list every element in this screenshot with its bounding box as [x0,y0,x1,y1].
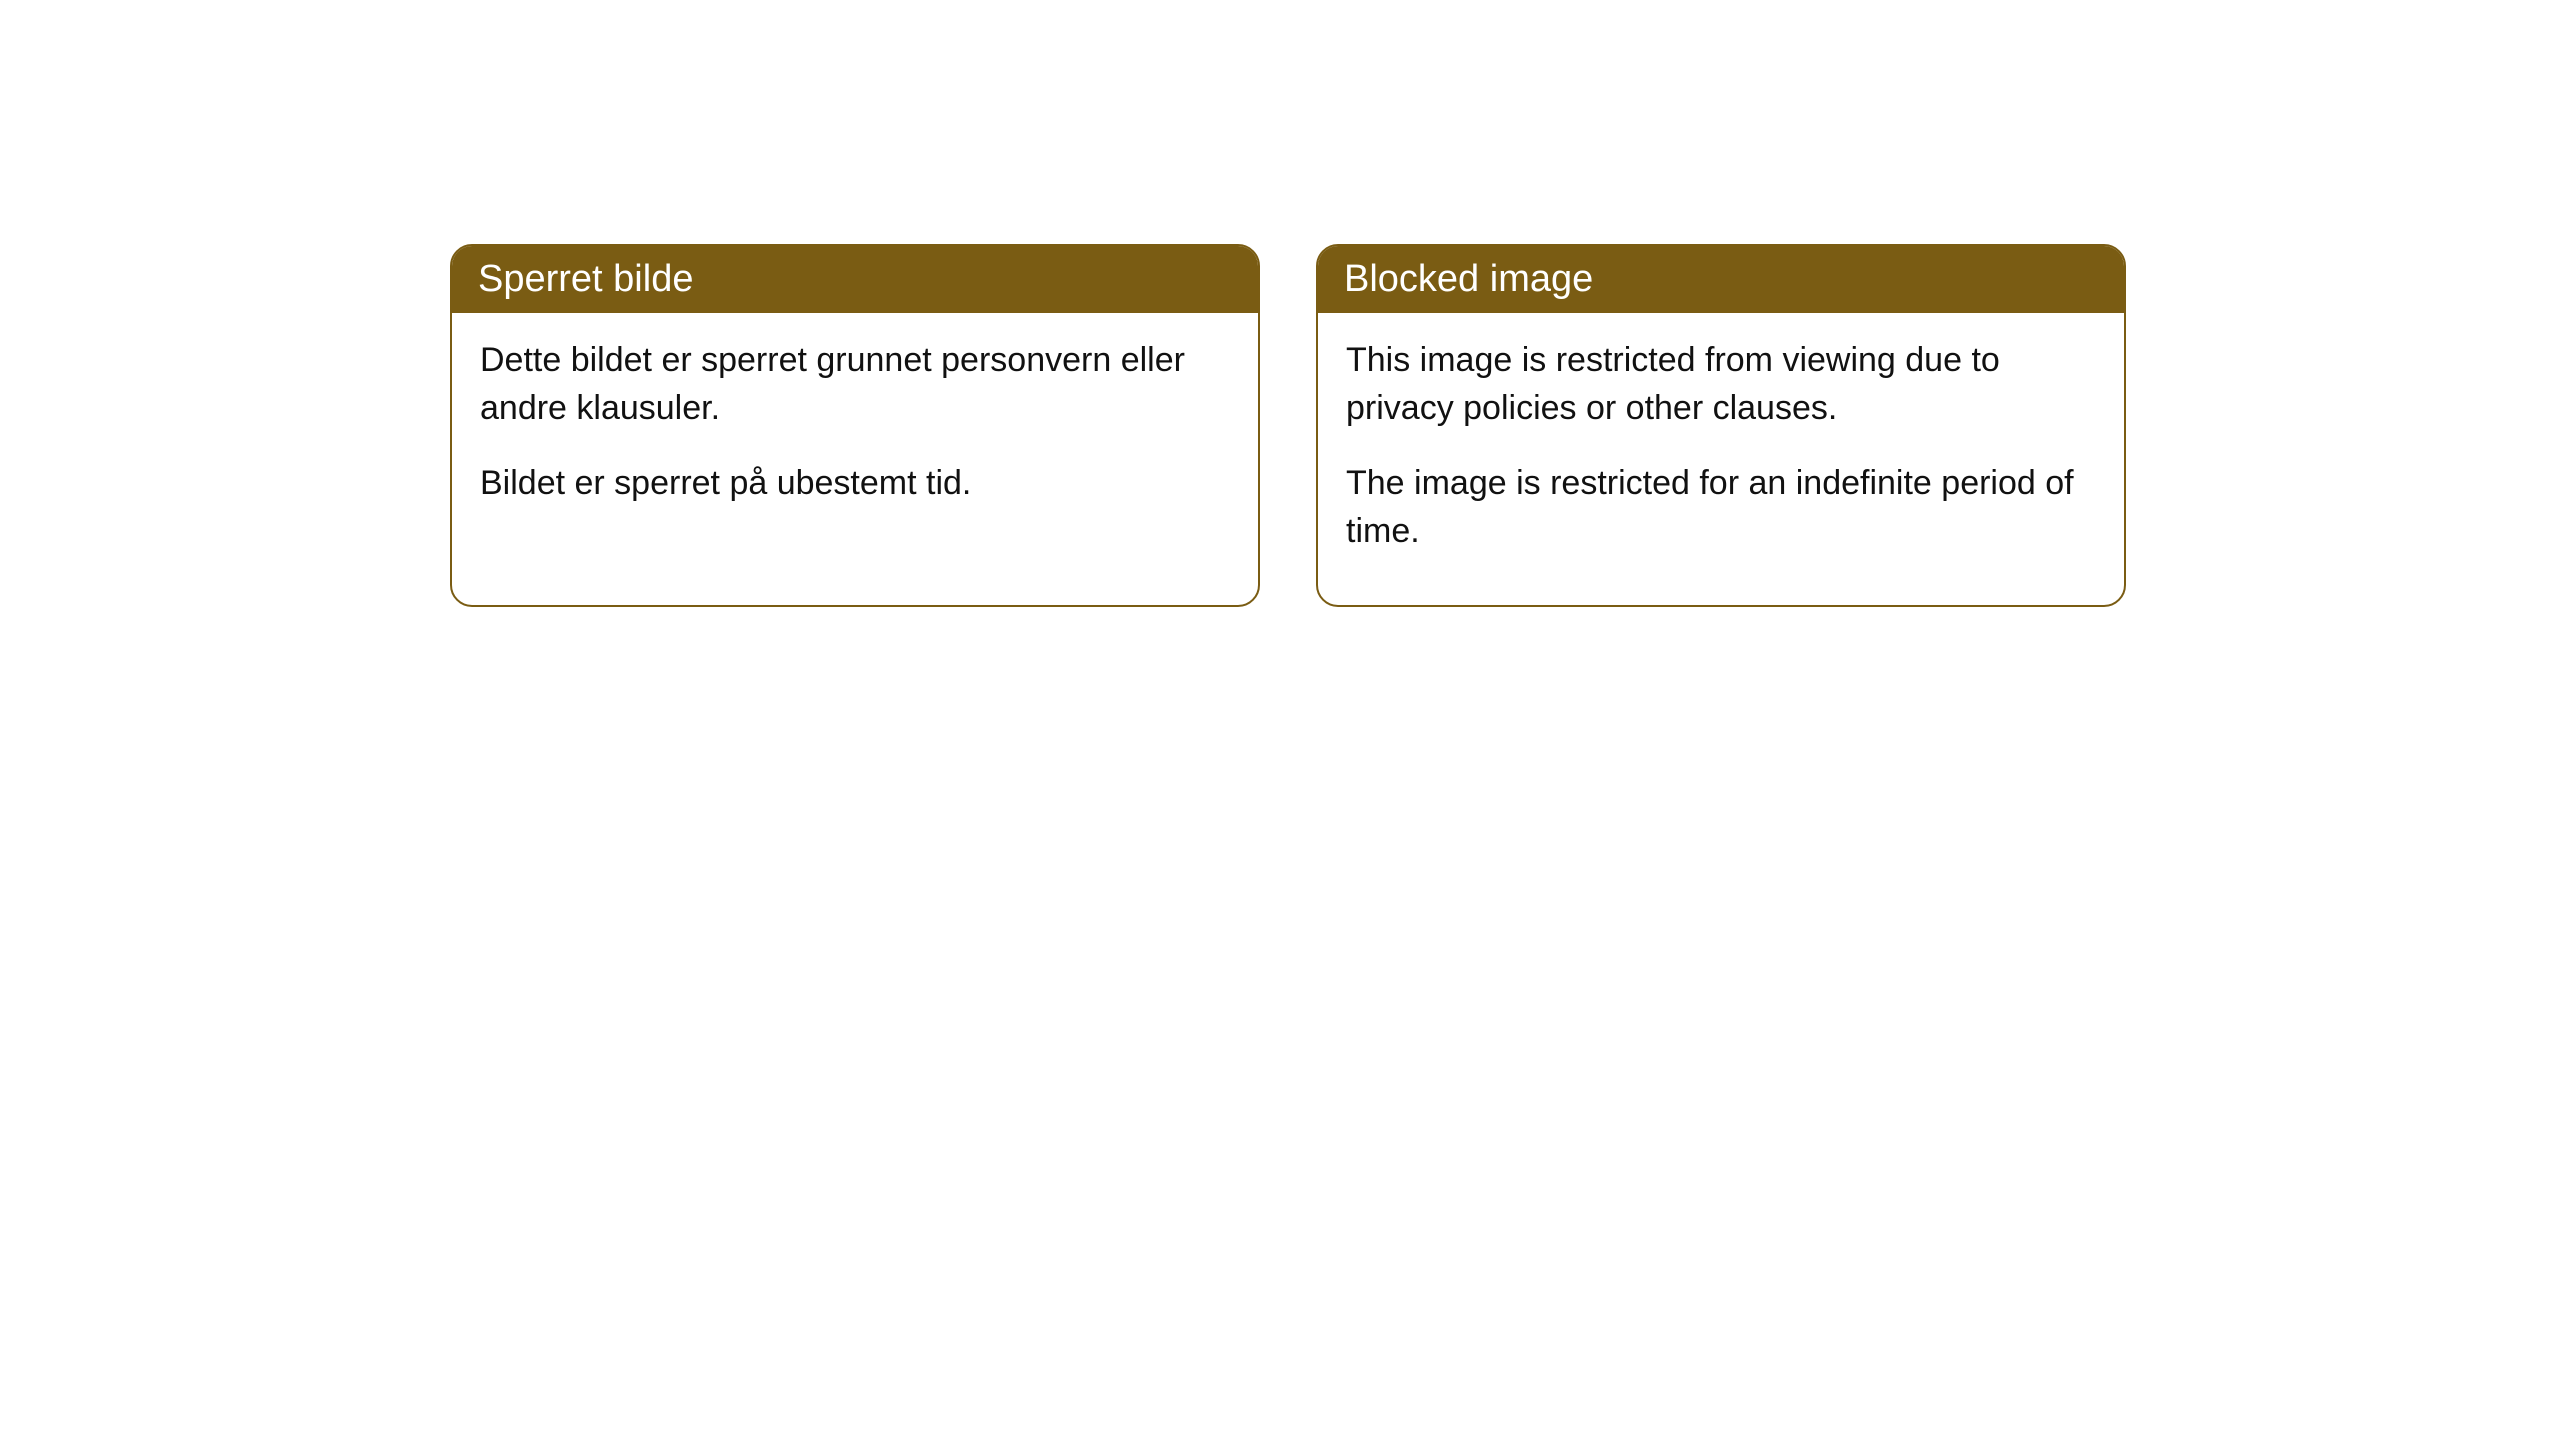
card-paragraph-1: This image is restricted from viewing du… [1346,337,2096,432]
card-norwegian: Sperret bilde Dette bildet er sperret gr… [450,244,1260,607]
card-paragraph-2: Bildet er sperret på ubestemt tid. [480,460,1230,508]
card-paragraph-2: The image is restricted for an indefinit… [1346,460,2096,555]
cards-container: Sperret bilde Dette bildet er sperret gr… [450,244,2126,607]
card-english: Blocked image This image is restricted f… [1316,244,2126,607]
card-header-english: Blocked image [1318,246,2124,313]
card-paragraph-1: Dette bildet er sperret grunnet personve… [480,337,1230,432]
card-header-norwegian: Sperret bilde [452,246,1258,313]
card-body-english: This image is restricted from viewing du… [1318,313,2124,605]
card-body-norwegian: Dette bildet er sperret grunnet personve… [452,313,1258,558]
